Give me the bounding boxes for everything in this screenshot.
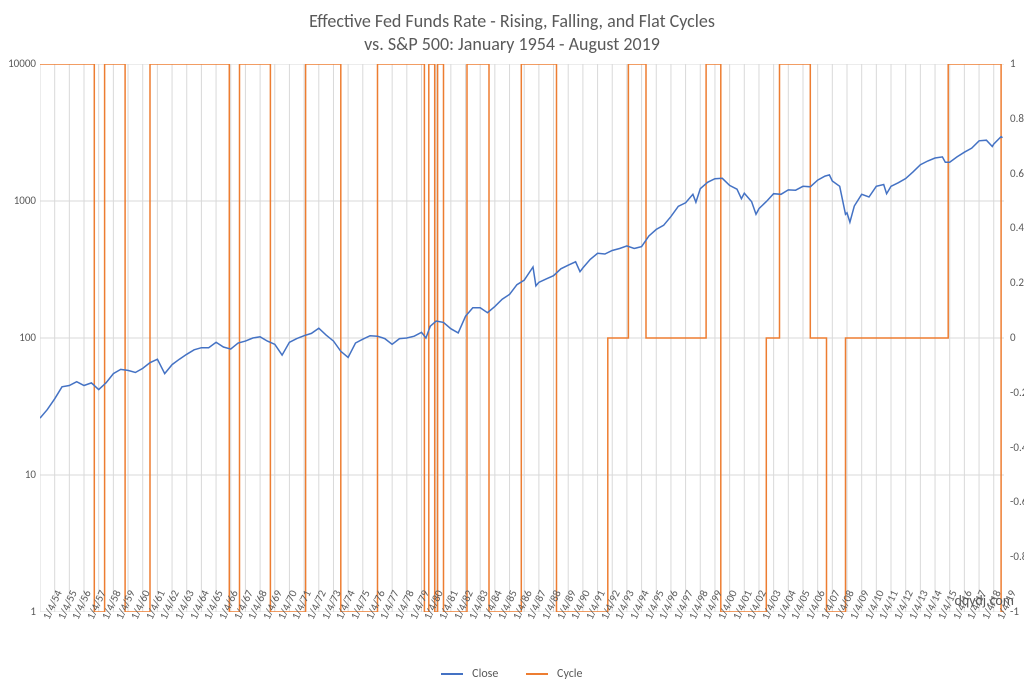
- y-right-tick-label: -0.4: [1010, 441, 1024, 454]
- y-right-tick-label: -0.6: [1010, 495, 1024, 508]
- legend-swatch-close: [441, 673, 463, 675]
- y-left-tick-label: 10000: [8, 57, 36, 70]
- legend-label-cycle: Cycle: [557, 667, 582, 681]
- legend-label-close: Close: [472, 667, 498, 681]
- legend-item-close: Close: [441, 667, 498, 681]
- y-right-tick-label: 0.4: [1010, 221, 1024, 234]
- y-right-tick-label: 1: [1010, 57, 1016, 70]
- watermark-text: dqydj.com: [955, 592, 1015, 609]
- y-right-tick-label: -0.2: [1010, 386, 1024, 399]
- plot-area: [40, 64, 1004, 612]
- legend-swatch-cycle: [526, 673, 548, 675]
- y-right-tick-label: -0.8: [1010, 550, 1024, 563]
- title-line-2: vs. S&P 500: January 1954 - August 2019: [0, 33, 1024, 56]
- y-right-tick-label: 0.2: [1010, 276, 1024, 289]
- y-right-tick-label: 0.8: [1010, 112, 1024, 125]
- y-right-tick-label: 0: [1010, 331, 1016, 344]
- y-right-tick-label: 0.6: [1010, 167, 1024, 180]
- legend: Close Cycle: [0, 667, 1024, 681]
- y-left-tick-label: 100: [19, 331, 36, 344]
- title-line-1: Effective Fed Funds Rate - Rising, Falli…: [0, 10, 1024, 33]
- chart-title: Effective Fed Funds Rate - Rising, Falli…: [0, 0, 1024, 55]
- y-left-tick-label: 10: [25, 468, 36, 481]
- y-left-tick-label: 1000: [14, 194, 36, 207]
- legend-item-cycle: Cycle: [526, 667, 582, 681]
- chart-container: Effective Fed Funds Rate - Rising, Falli…: [0, 0, 1024, 685]
- y-left-tick-label: 1: [30, 605, 36, 618]
